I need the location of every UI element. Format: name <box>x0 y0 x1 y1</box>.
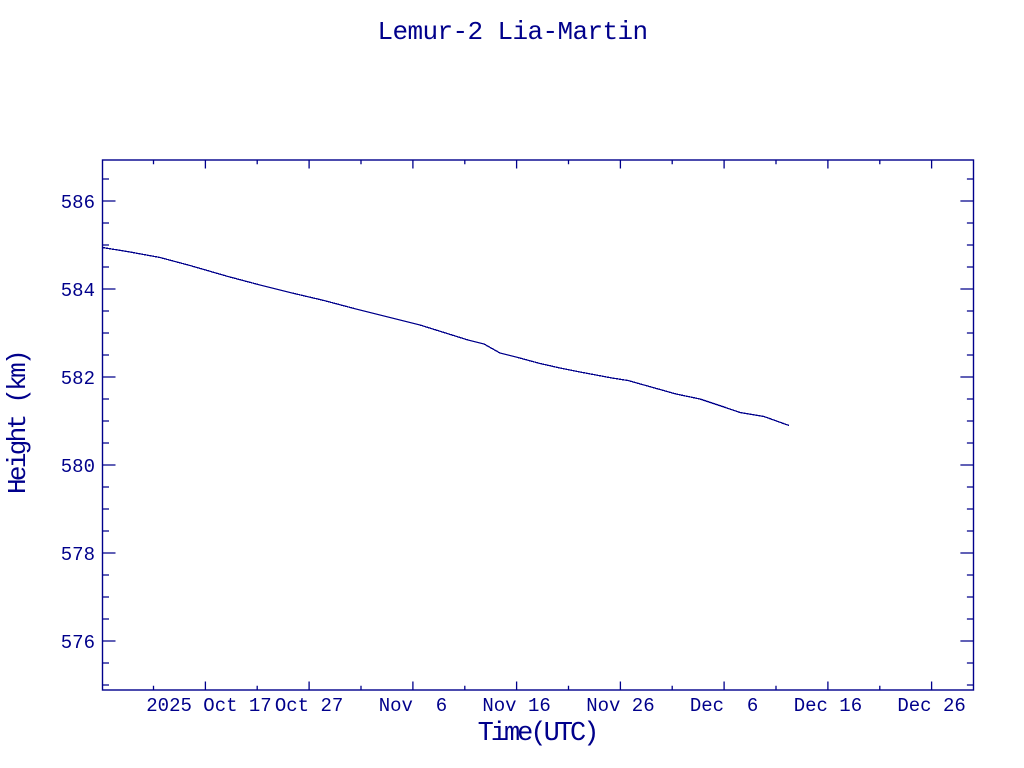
svg-text:Oct 27: Oct 27 <box>275 695 343 717</box>
svg-text:Nov 26: Nov 26 <box>586 695 654 717</box>
svg-text:2025 Oct 17: 2025 Oct 17 <box>146 695 271 717</box>
svg-text:Height (km): Height (km) <box>3 352 33 494</box>
svg-text:Nov 6: Nov 6 <box>379 695 447 717</box>
svg-text:Nov 16: Nov 16 <box>482 695 550 717</box>
svg-text:Dec 26: Dec 26 <box>897 695 965 717</box>
svg-text:576: 576 <box>61 632 95 654</box>
svg-text:Lemur-2 Lia-Martin: Lemur-2 Lia-Martin <box>377 17 647 47</box>
svg-text:584: 584 <box>61 280 95 302</box>
svg-text:Time(UTC): Time(UTC) <box>478 719 597 749</box>
svg-text:580: 580 <box>61 456 95 478</box>
svg-text:582: 582 <box>61 368 95 390</box>
svg-text:578: 578 <box>61 544 95 566</box>
svg-text:Dec 16: Dec 16 <box>794 695 862 717</box>
svg-text:Dec 6: Dec 6 <box>690 695 758 717</box>
svg-text:586: 586 <box>61 192 95 214</box>
